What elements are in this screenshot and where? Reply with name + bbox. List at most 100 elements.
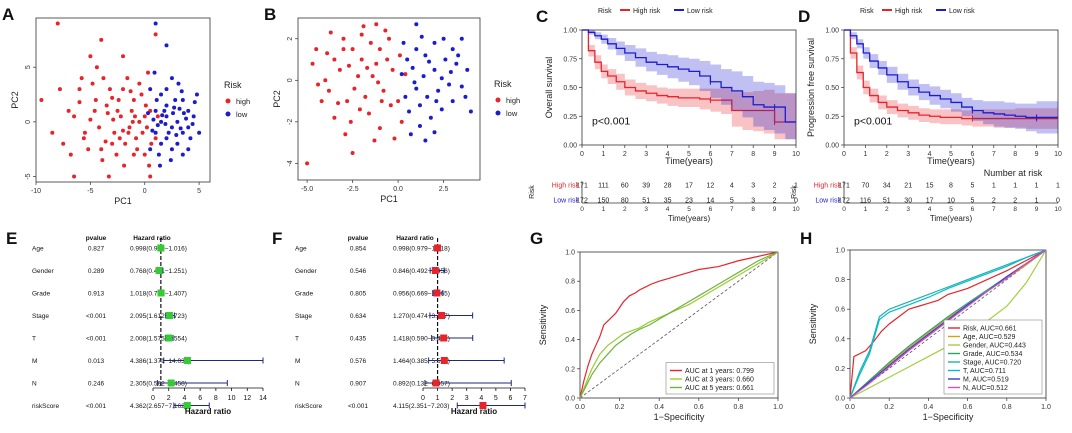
row-pvalue: 0.634 bbox=[350, 313, 367, 320]
data-point-low bbox=[414, 86, 419, 91]
data-point-low bbox=[412, 80, 417, 85]
legend-label: Grade, AUC=0.534 bbox=[963, 351, 1022, 358]
data-point-low bbox=[162, 108, 167, 113]
roc-curve-h: 0.0 0.2 0.4 0.6 0.8 1.0 0.0 0.2 0.4 0.6 0.8 1.0 1−Sp… bbox=[808, 248, 1051, 423]
data-point-high bbox=[341, 47, 346, 52]
data-point-high bbox=[72, 174, 77, 179]
risk-x-tick: 1 bbox=[864, 206, 868, 213]
roc-curve-g: 0.0 0.2 0.4 0.6 0.8 1.0 0.0 0.2 0.4 0.6 0.8 1.0 1−Sp… bbox=[538, 250, 783, 423]
row-hazard-ratio: 1.418(0.590−3.412) bbox=[393, 336, 450, 343]
data-point-low bbox=[159, 141, 164, 146]
data-point-high bbox=[88, 117, 93, 122]
hazard-ratio-marker bbox=[440, 357, 448, 364]
x-tick-label: 7 bbox=[523, 395, 527, 402]
data-point-high bbox=[319, 99, 324, 104]
risk-count: 34 bbox=[883, 183, 891, 190]
legend-marker-low bbox=[225, 111, 231, 117]
data-point-low bbox=[186, 125, 191, 130]
legend-title: Risk bbox=[494, 79, 512, 89]
data-point-high bbox=[118, 114, 123, 119]
data-point-high bbox=[365, 65, 370, 70]
panel-label-a: A bbox=[2, 5, 14, 24]
data-point-low bbox=[157, 163, 162, 168]
data-point-high bbox=[343, 132, 348, 137]
y-tick-label: 1.0 bbox=[835, 248, 845, 255]
data-point-high bbox=[94, 65, 99, 70]
row-label: Age bbox=[32, 246, 44, 253]
data-point-high bbox=[121, 128, 125, 133]
hazard-ratio-marker bbox=[432, 379, 440, 387]
data-point-high bbox=[55, 21, 60, 26]
data-point-low bbox=[155, 123, 160, 128]
data-point-low bbox=[160, 113, 165, 118]
y-tick-label: 0.4 bbox=[565, 337, 575, 344]
legend-label: AUC at 1 years: 0.799 bbox=[685, 368, 754, 375]
risk-count: 111 bbox=[598, 183, 609, 190]
data-point-low bbox=[194, 92, 199, 97]
p-value: p<0.001 bbox=[854, 115, 892, 127]
data-point-high bbox=[341, 36, 346, 41]
risk-count: 2 bbox=[773, 183, 777, 190]
y-tick-label: 0.6 bbox=[835, 307, 845, 314]
x-tick-label: 7 bbox=[730, 151, 734, 158]
x-tick-label: 0.2 bbox=[884, 404, 894, 411]
km-legend: Risk High risk Low risk bbox=[598, 8, 713, 15]
row-label: Grade bbox=[32, 291, 50, 298]
survival-curve-0 bbox=[582, 29, 796, 123]
data-point-low bbox=[153, 108, 158, 113]
legend-label: low bbox=[506, 109, 518, 118]
data-point-high bbox=[61, 141, 66, 146]
row-pvalue: <0.001 bbox=[86, 403, 106, 410]
data-point-low bbox=[164, 114, 169, 119]
data-point-low bbox=[148, 147, 153, 152]
data-point-high bbox=[99, 147, 104, 152]
risk-x-tick: 3 bbox=[644, 206, 648, 213]
data-point-high bbox=[72, 114, 77, 119]
data-point-low bbox=[171, 111, 176, 116]
row-label: Stage bbox=[32, 313, 49, 320]
data-point-low bbox=[164, 87, 169, 92]
data-point-high bbox=[144, 125, 149, 130]
x-tick-label: 2 bbox=[623, 151, 627, 158]
data-point-low bbox=[153, 21, 158, 26]
y-tick-label: 0.0 bbox=[835, 396, 845, 403]
x-axis-label: Hazard ratio bbox=[185, 407, 231, 416]
row-hazard-ratio: 2.305(0.562−9.458) bbox=[130, 381, 187, 388]
data-point-high bbox=[146, 70, 151, 75]
hazard-ratio-marker bbox=[479, 402, 487, 409]
data-point-low bbox=[459, 84, 464, 89]
data-point-high bbox=[336, 101, 341, 106]
data-point-high bbox=[81, 136, 86, 141]
x-tick-label: 5 bbox=[687, 151, 691, 158]
risk-count: 51 bbox=[642, 198, 650, 205]
row-label: Age bbox=[295, 246, 307, 253]
legend-label: Risk, AUC=0.661 bbox=[963, 326, 1017, 333]
y-tick-label: 0.50 bbox=[825, 85, 839, 92]
column-header-pvalue: pvalue bbox=[348, 235, 369, 242]
data-point-high bbox=[50, 130, 55, 135]
legend-label: N, AUC=0.512 bbox=[963, 385, 1008, 392]
data-point-low bbox=[448, 70, 453, 74]
column-header-hazard-ratio: Hazard ratio bbox=[133, 235, 171, 242]
risk-table-xlabel: Time(years) bbox=[668, 214, 711, 223]
hazard-ratio-marker bbox=[431, 267, 439, 274]
risk-count: 4 bbox=[730, 183, 734, 190]
x-tick-label: 6 bbox=[198, 395, 202, 402]
row-hazard-ratio: 4.362(2.657−7.162) bbox=[130, 403, 187, 410]
data-point-low bbox=[176, 81, 181, 86]
data-point-high bbox=[110, 95, 115, 100]
data-point-low bbox=[405, 57, 410, 62]
data-point-low bbox=[173, 98, 178, 102]
survival-curve-1 bbox=[582, 29, 796, 123]
data-point-low bbox=[408, 132, 413, 137]
x-tick-label: 2.5 bbox=[439, 186, 449, 193]
data-point-high bbox=[387, 36, 391, 41]
x-tick-label: 10 bbox=[1054, 151, 1062, 158]
row-label: riskScore bbox=[32, 403, 59, 410]
data-point-high bbox=[122, 163, 127, 168]
x-tick-label: 1.0 bbox=[1041, 404, 1051, 411]
plot-frame bbox=[35, 17, 211, 183]
